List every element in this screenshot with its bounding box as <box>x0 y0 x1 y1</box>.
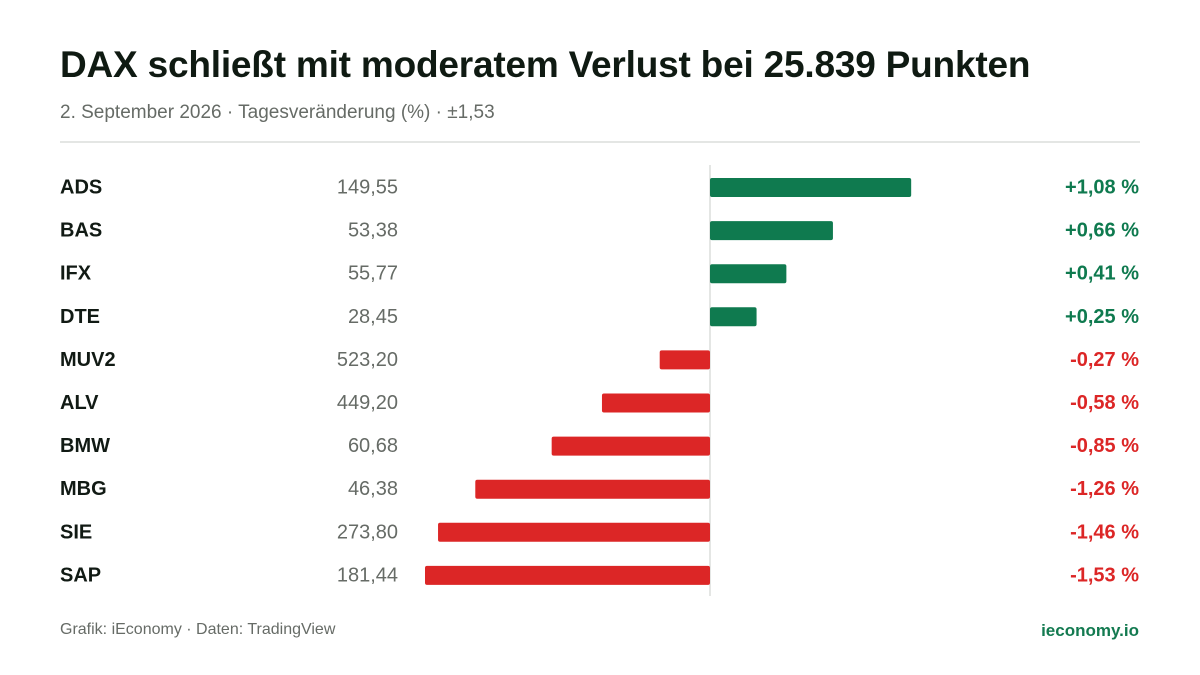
change-label: +0,41 % <box>1065 263 1139 285</box>
table-row: SIE 273,80 -1,46 % <box>60 521 1139 543</box>
bar-positive <box>710 221 833 241</box>
table-row: ALV 449,20 -0,58 % <box>60 392 1139 414</box>
bar-positive <box>710 264 787 284</box>
price-value: 60,68 <box>348 435 398 457</box>
price-value: 46,38 <box>348 478 398 500</box>
price-value: 53,38 <box>348 220 398 242</box>
price-value: 523,20 <box>337 349 398 371</box>
bar-positive <box>710 178 912 197</box>
price-value: 55,77 <box>348 263 398 285</box>
price-value: 273,80 <box>337 521 398 543</box>
table-row: BMW 60,68 -0,85 % <box>60 435 1139 457</box>
bar-negative <box>438 522 710 542</box>
table-row: MUV2 523,20 -0,27 % <box>60 349 1139 371</box>
chart-rows: ADS 149,55 +1,08 % BAS 53,38 +0,66 % IFX 55,77 +… <box>60 177 1139 587</box>
footer-brand-link[interactable]: ieconomy.io <box>1041 621 1139 640</box>
ticker-label: IFX <box>60 263 92 285</box>
change-label: +0,25 % <box>1065 306 1139 328</box>
price-value: 181,44 <box>337 564 398 586</box>
ticker-label: BAS <box>60 220 102 242</box>
table-row: ADS 149,55 +1,08 % <box>60 177 1139 199</box>
change-label: -1,46 % <box>1070 521 1139 543</box>
change-label: +1,08 % <box>1065 177 1139 199</box>
table-row: MBG 46,38 -1,26 % <box>60 478 1139 500</box>
ticker-label: BMW <box>60 435 110 457</box>
bar-negative <box>551 436 710 456</box>
footer-source: Grafik: iEconomy · Daten: TradingView <box>60 621 336 638</box>
ticker-label: MBG <box>60 478 107 500</box>
change-label: -1,53 % <box>1070 564 1139 586</box>
bar-negative <box>475 479 710 499</box>
table-row: SAP 181,44 -1,53 % <box>60 564 1139 586</box>
change-label: -0,58 % <box>1070 392 1139 414</box>
bar-negative <box>659 350 710 370</box>
bar-positive <box>710 307 757 327</box>
bar-negative <box>425 565 710 585</box>
change-label: -1,26 % <box>1070 478 1139 500</box>
table-row: DTE 28,45 +0,25 % <box>60 306 1139 328</box>
price-value: 449,20 <box>337 392 398 414</box>
ticker-label: SAP <box>60 564 101 586</box>
ticker-label: DTE <box>60 306 100 328</box>
price-value: 149,55 <box>337 177 398 199</box>
ticker-label: ALV <box>60 392 99 414</box>
price-value: 28,45 <box>348 306 398 328</box>
change-label: -0,85 % <box>1070 435 1139 457</box>
table-row: IFX 55,77 +0,41 % <box>60 263 1139 285</box>
header-divider <box>60 141 1140 143</box>
ticker-label: SIE <box>60 521 92 543</box>
ticker-label: ADS <box>60 177 102 199</box>
page-title: DAX schließt mit moderatem Verlust bei 2… <box>60 44 1031 85</box>
ticker-label: MUV2 <box>60 349 116 371</box>
page-subtitle: 2. September 2026 · Tagesveränderung (%)… <box>60 102 495 123</box>
bar-negative <box>601 393 710 413</box>
table-row: BAS 53,38 +0,66 % <box>60 220 1139 242</box>
change-label: +0,66 % <box>1065 220 1139 242</box>
change-label: -0,27 % <box>1070 349 1139 371</box>
